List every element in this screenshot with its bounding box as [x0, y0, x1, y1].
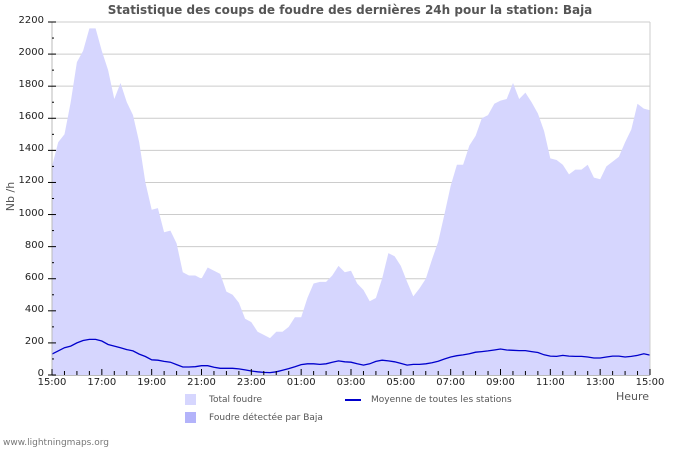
footer-link[interactable]: www.lightningmaps.org: [3, 438, 109, 448]
y-tick-label: 400: [24, 303, 44, 315]
x-tick-label: 01:00: [286, 377, 316, 388]
x-tick-label: 17:00: [87, 377, 117, 388]
x-axis-label: Heure: [616, 390, 650, 403]
y-tick-label: 200: [24, 335, 44, 347]
y-tick-label: 1000: [18, 207, 44, 219]
x-tick-label: 15:00: [37, 377, 67, 388]
legend-label-total: Total foudre: [209, 394, 263, 405]
x-tick-label: 09:00: [486, 377, 515, 388]
x-tick-label: 15:00: [635, 377, 665, 388]
x-tick-label: 19:00: [137, 377, 167, 388]
y-tick-label: 1800: [18, 79, 44, 91]
total-area: [52, 28, 650, 376]
y-tick-label: 2000: [18, 47, 44, 59]
y-tick-label: 600: [24, 271, 44, 283]
y-tick-label: 1600: [18, 111, 44, 123]
legend-item-detected: Foudre détectée par Baja: [185, 412, 323, 423]
legend-item-total: Total foudre: [185, 394, 262, 405]
y-tick-label: 1200: [18, 175, 44, 187]
x-tick-label: 13:00: [585, 377, 615, 388]
y-tick-label: 2200: [18, 15, 44, 26]
y-tick-label: 0: [37, 368, 44, 379]
legend-label-average: Moyenne de toutes les stations: [371, 395, 512, 405]
x-tick-label: 11:00: [535, 377, 565, 388]
x-tick-label: 07:00: [436, 377, 466, 388]
legend-swatch-detected: [185, 412, 196, 423]
x-tick-label: 05:00: [386, 377, 416, 388]
x-tick-label: 21:00: [187, 377, 216, 388]
legend-label-detected: Foudre détectée par Baja: [209, 412, 323, 423]
x-tick-label: 03:00: [336, 377, 366, 388]
legend-swatch-total: [185, 394, 196, 405]
y-tick-label: 1400: [18, 143, 44, 155]
x-tick-label: 23:00: [236, 377, 266, 388]
y-tick-label: 800: [24, 239, 44, 251]
legend-item-average: Moyenne de toutes les stations: [345, 395, 512, 405]
legend-swatch-average: [345, 399, 361, 401]
average-line: [51, 338, 651, 374]
chart-title: Statistique des coups de foudre des dern…: [107, 3, 593, 17]
